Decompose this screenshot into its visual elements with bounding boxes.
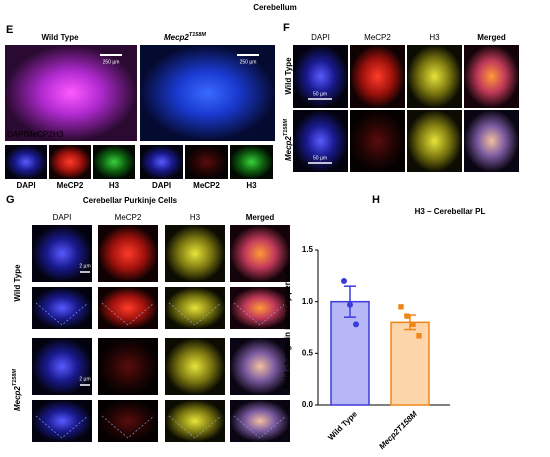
allele: T158M [189,32,207,38]
column-label: Wild Type [41,33,79,42]
micrograph-signal [464,45,519,108]
micrograph-signal [98,400,158,442]
y-tick-label: 0.5 [302,348,314,357]
box-outline [233,415,287,439]
channel-overlay: MeCP2 [26,130,53,139]
channel-label: MeCP2 [115,213,142,222]
genotype-label: Mecp2T158M [12,369,22,411]
micrograph-signal [165,338,225,395]
micrograph-signal [32,400,92,442]
micrograph-signal [185,145,228,179]
scale-bar-label: 250 µm [103,59,120,65]
x-tick-label: Mecp2T158M [377,409,419,451]
channel-overlay: DAPI [7,130,26,139]
micrograph-signal [32,225,92,282]
channel-label: DAPI [53,213,72,222]
panel-title: Cerebellar Purkinje Cells [83,196,178,205]
scale-bar-label: 2 µm [79,263,90,269]
row-label: Wild Type [13,264,22,302]
panel-label: G [6,194,15,206]
data-point [416,333,422,339]
micrograph-signal [93,145,135,179]
micrograph-signal [293,110,348,172]
scale-bar-label: 50 µm [313,91,327,97]
gene-name: Mecp2 [13,386,22,411]
panel-label: F [283,22,290,34]
micrograph-signal [350,110,405,172]
channel-label: MeCP2 [57,181,84,190]
micrograph-signal [407,45,462,108]
channel-label: Merged [477,33,506,42]
box-outline [35,415,89,439]
data-point [347,301,353,308]
micrograph-signal [49,145,91,179]
y-tick-label: 1.0 [302,297,314,306]
micrograph-signal [230,145,273,179]
box-outline [233,302,287,326]
bar [330,300,370,406]
allele: T158M [12,369,18,387]
box-outline [101,415,155,439]
box-outline [35,302,89,326]
channel-label: H3 [246,181,257,190]
data-point [404,313,410,319]
micrograph-signal [5,45,137,141]
box-outline [168,302,222,326]
channel-label: DAPI [152,181,171,190]
chart-title: H3 – Cerebellar PL [415,207,486,216]
channel-label: DAPI [16,181,35,190]
channel-overlay: H3 [53,130,64,139]
channel-label: MeCP2 [364,33,391,42]
channel-label: MeCP2 [193,181,220,190]
data-point [410,321,416,328]
micrograph-signal [407,110,462,172]
scale-bar-label: 50 µm [313,155,327,161]
micrograph-signal [32,287,92,329]
y-tick-label: 1.5 [302,245,314,254]
allele: T158M [283,119,289,137]
genotype-label: Mecp2T158M [283,119,293,161]
micrograph-signal [98,287,158,329]
genotype-label: Mecp2T158M [164,32,206,42]
channel-label: DAPI [311,33,330,42]
micrograph-signal [165,225,225,282]
micrograph-signal [98,225,158,282]
panel-label: E [6,24,13,36]
micrograph-signal [350,45,405,108]
micrograph-signal [230,338,290,395]
gene-name: Mecp2 [164,33,189,42]
micrograph-signal [140,145,183,179]
figure-title: Cerebellum [253,3,297,12]
channel-label: H3 [429,33,440,42]
data-point [353,321,359,328]
micrograph-signal [98,338,158,395]
micrograph-signal [32,338,92,395]
panel-label: H [372,194,380,206]
row-label: Wild Type [284,57,293,95]
micrograph-signal [464,110,519,172]
micrograph-signal [293,45,348,108]
channel-label: Merged [246,213,275,222]
box-outline [168,415,222,439]
x-tick-label: Wild Type [326,409,359,442]
channel-label: H3 [190,213,201,222]
micrograph-signal [165,400,225,442]
micrograph-signal [230,287,290,329]
bar [390,321,430,406]
gene-name: Mecp2 [284,136,293,161]
channel-label: H3 [109,181,120,190]
data-point [398,304,404,310]
y-axis-label: Fold change in intensity per cell [283,267,292,389]
micrograph-signal [5,145,47,179]
scale-bar-label: 250 µm [240,59,257,65]
micrograph-signal [165,287,225,329]
micrograph-signal [230,225,290,282]
y-tick-label: 0.0 [302,400,314,409]
scale-bar-label: 2 µm [79,376,90,382]
data-point [341,278,347,284]
micrograph-signal [140,45,275,141]
box-outline [101,302,155,326]
micrograph-signal [230,400,290,442]
